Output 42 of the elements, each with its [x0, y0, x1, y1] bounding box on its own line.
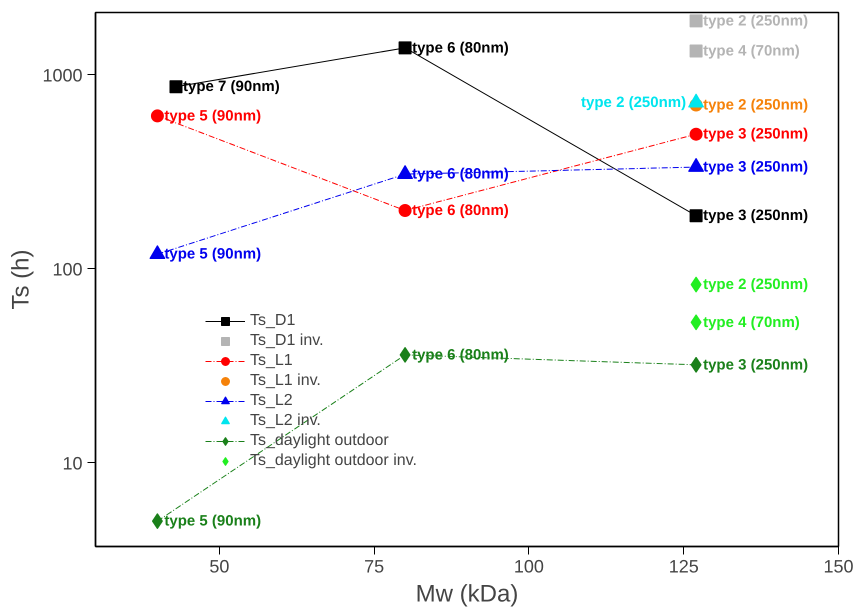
data-label: type 5 (90nm) [164, 107, 262, 124]
x-tick-label: 150 [823, 556, 854, 576]
point [690, 44, 703, 58]
data-label: type 3 (250nm) [703, 158, 808, 176]
legend-label: Ts_L1 inv. [250, 372, 321, 390]
data-label: type 2 (250nm) [703, 276, 808, 294]
x-axis-title: Mw (kDa) [416, 580, 518, 608]
data-label: type 6 (80nm) [412, 202, 509, 220]
legend-label: Ts_daylight outdoor [250, 432, 389, 450]
point [150, 109, 164, 122]
legend-label: Ts_L1 [250, 352, 293, 370]
data-label: type 3 (250nm) [703, 207, 808, 224]
data-label: type 4 (70nm) [703, 42, 800, 60]
data-label: type 5 (90nm) [164, 512, 262, 530]
data-label: type 6 (80nm) [412, 39, 509, 56]
x-tick-label: 100 [514, 556, 544, 576]
point [169, 80, 182, 94]
point [398, 204, 412, 217]
x-tick-label: 50 [209, 556, 230, 576]
legend-label: Ts_L2 inv. [250, 412, 321, 430]
point [690, 209, 703, 222]
data-label: type 2 (250nm) [581, 94, 686, 112]
x-tick-label: 75 [364, 556, 384, 576]
legend-label: Ts_D1 inv. [250, 332, 324, 350]
point [690, 128, 703, 141]
data-label: type 7 (90nm) [182, 78, 280, 96]
y-tick-label: 1000 [42, 65, 83, 86]
data-label: type 2 (250nm) [703, 12, 808, 30]
legend-label: Ts_D1 [250, 312, 296, 330]
y-tick-label: 100 [52, 259, 83, 280]
x-tick-label: 125 [668, 556, 699, 576]
legend-label: Ts_L2 [250, 392, 293, 410]
data-label: type 3 (250nm) [703, 126, 808, 143]
point [690, 14, 703, 28]
data-label: type 3 (250nm) [703, 356, 808, 374]
point [398, 41, 412, 54]
data-label: type 5 (90nm) [164, 246, 262, 263]
legend-label: Ts_daylight outdoor inv. [250, 452, 417, 470]
data-label: type 4 (70nm) [703, 314, 800, 331]
data-label: type 2 (250nm) [703, 96, 808, 114]
y-axis-title: Ts (h) [7, 250, 34, 310]
y-tick-label: 10 [62, 453, 83, 474]
